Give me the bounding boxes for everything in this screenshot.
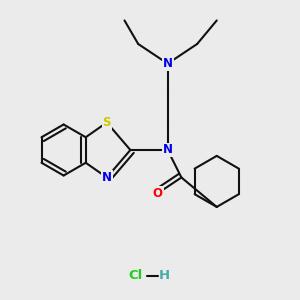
Text: O: O (153, 187, 163, 200)
Text: N: N (163, 143, 173, 157)
Text: Cl: Cl (128, 269, 142, 282)
Text: N: N (102, 171, 112, 184)
Text: N: N (163, 57, 173, 70)
Text: S: S (103, 116, 111, 129)
Text: H: H (159, 269, 170, 282)
